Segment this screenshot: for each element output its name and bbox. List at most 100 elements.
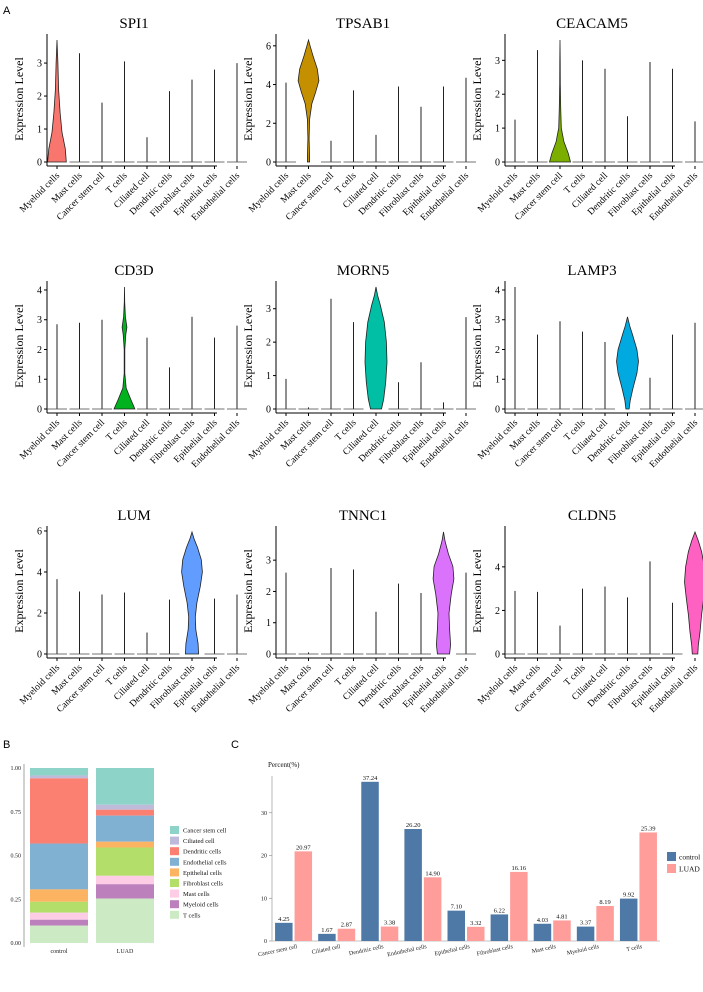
b-segment-control-fibroblast-cells xyxy=(30,901,88,913)
c-bar-control-endothelial-cells xyxy=(404,828,422,941)
c-x-label-t-cells: T cells xyxy=(626,944,644,953)
c-bar-control-epithelial-cells xyxy=(447,910,465,941)
c-bar-value-luad-ciliated-cell: 2.87 xyxy=(341,922,353,929)
c-bar-luad-myeloid-cells xyxy=(596,905,614,941)
b-segment-luad-endothelial-cells xyxy=(96,815,154,842)
b-segment-control-cancer-stem-cell xyxy=(30,768,88,776)
y-tick-label-lum: 2 xyxy=(37,608,42,619)
b-y-tick-label: 0.75 xyxy=(11,810,22,816)
y-tick-label-tpsab1: 0 xyxy=(266,158,271,169)
c-bar-value-luad-t-cells: 25.39 xyxy=(641,825,656,832)
c-x-label-ciliated-cell: Ciliated cell xyxy=(311,944,341,956)
c-x-label-cancer-stem-cell: Cancer stem cell xyxy=(258,944,299,958)
c-bar-luad-epithelial-cells xyxy=(467,926,485,941)
b-segment-control-myeloid-cells xyxy=(30,919,88,926)
c-bar-value-luad-dendritic-cells: 3.38 xyxy=(384,920,395,927)
b-segment-control-endothelial-cells xyxy=(30,843,88,890)
b-legend-label-epithelial-cells: Epithelial cells xyxy=(183,870,222,877)
y-tick-label-spi1: 3 xyxy=(37,59,42,70)
b-segment-control-mast-cells xyxy=(30,912,88,920)
c-bar-control-t-cells xyxy=(619,898,638,941)
y-tick-label-spi1: 2 xyxy=(37,92,42,103)
c-x-label-mast-cells: Mast cells xyxy=(531,944,557,955)
c-bar-value-control-fibroblast-cells: 6.22 xyxy=(494,907,505,914)
violin-title-tpsab1: TPSAB1 xyxy=(336,16,390,32)
y-tick-label-cd3d: 3 xyxy=(37,315,42,326)
c-legend-label-control: control xyxy=(679,853,700,862)
c-bar-value-luad-fibroblast-cells: 16.16 xyxy=(512,865,527,872)
y-tick-label-cd3d: 2 xyxy=(37,345,42,356)
y-tick-label-lum: 0 xyxy=(37,650,42,661)
c-y-tick-label: 30 xyxy=(261,811,267,817)
b-x-label-luad: LUAD xyxy=(117,949,134,955)
c-bar-value-luad-myeloid-cells: 8.19 xyxy=(599,899,610,906)
b-segment-luad-epithelial-cells xyxy=(96,841,154,848)
c-y-axis-label: Percent(%) xyxy=(268,761,300,769)
b-x-label-control: control xyxy=(51,949,68,955)
violin-title-spi1: SPI1 xyxy=(119,16,148,32)
y-tick-label-spi1: 1 xyxy=(37,125,42,136)
b-segment-control-dendritic-cells xyxy=(30,778,88,844)
violin-title-lum: LUM xyxy=(117,508,150,524)
c-bar-value-control-endothelial-cells: 26.20 xyxy=(406,822,421,829)
y-tick-label-lamp3: 4 xyxy=(495,285,500,296)
y-tick-label-lamp3: 2 xyxy=(495,345,500,356)
y-tick-label-tpsab1: 2 xyxy=(266,119,271,130)
y-tick-label-cd3d: 0 xyxy=(37,405,42,416)
y-tick-label-tpsab1: 4 xyxy=(266,80,271,91)
b-segment-luad-ciliated-cell xyxy=(96,804,154,810)
c-bar-value-control-dendritic-cells: 37.24 xyxy=(363,775,378,782)
c-bar-luad-ciliated-cell xyxy=(337,928,356,941)
c-bar-value-luad-epithelial-cells: 3.32 xyxy=(470,920,481,927)
b-legend-label-mast-cells: Mast cells xyxy=(183,891,210,898)
y-axis-label-tpsab1: Expression Level xyxy=(241,57,255,141)
b-segment-control-ciliated-cell xyxy=(30,775,88,779)
b-y-tick-label: 0.25 xyxy=(11,897,22,903)
violin-cd3d-t-cells xyxy=(113,286,136,410)
y-tick-label-lamp3: 0 xyxy=(495,405,500,416)
violin-title-morn5: MORN5 xyxy=(337,263,390,279)
c-x-label-epithelial-cells: Epithelial cells xyxy=(434,944,471,957)
b-legend-swatch-fibroblast-cells xyxy=(170,879,179,887)
c-bar-value-control-cancer-stem-cell: 4.25 xyxy=(278,916,289,923)
y-axis-label-tnnc1: Expression Level xyxy=(241,549,255,633)
panel-b-stacked-bar: 0.00 0.25 0.50 0.75 1.00 control LUAD Cancer st… xyxy=(11,764,227,955)
violin-morn5-ciliated-cell xyxy=(364,286,388,410)
c-bar-value-control-ciliated-cell: 1.67 xyxy=(321,927,333,934)
c-bar-value-control-mast-cells: 4.03 xyxy=(537,917,548,924)
y-axis-label-lum: Expression Level xyxy=(12,549,26,633)
violin-lum-fibroblast-cells xyxy=(181,530,203,655)
c-bar-control-mast-cells xyxy=(533,923,552,941)
b-segment-luad-mast-cells xyxy=(96,875,154,885)
y-tick-label-ceacam5: 3 xyxy=(495,56,500,67)
b-legend-label-endothelial-cells: Endothelial cells xyxy=(183,859,227,866)
y-tick-label-ceacam5: 0 xyxy=(495,158,500,169)
y-tick-label-tpsab1: 6 xyxy=(266,41,271,52)
y-tick-label-lum: 6 xyxy=(37,526,42,537)
y-tick-label-lum: 4 xyxy=(37,567,42,578)
c-bar-control-ciliated-cell xyxy=(318,933,336,941)
c-bar-value-luad-mast-cells: 4.81 xyxy=(556,913,567,920)
y-tick-label-tnnc1: 0 xyxy=(266,650,271,661)
c-bar-luad-cancer-stem-cell xyxy=(294,851,313,941)
panel-c-grouped-bar: Percent(%) 0 10 20 30 4.25 20.97 Cancer stem ce… xyxy=(258,761,701,958)
b-legend-label-ciliated-cell: Ciliated cell xyxy=(183,838,215,845)
panel-b-label: B xyxy=(3,739,10,751)
c-bar-luad-dendritic-cells xyxy=(380,926,399,941)
y-axis-label-spi1: Expression Level xyxy=(12,57,26,141)
y-tick-label-cldn5: 4 xyxy=(495,562,500,573)
c-bar-control-dendritic-cells xyxy=(361,781,379,941)
violin-ceacam5-cancer-stem-cell xyxy=(548,39,572,163)
b-segment-control-epithelial-cells xyxy=(30,889,88,902)
b-legend-label-myeloid-cells: Myeloid cells xyxy=(183,902,219,909)
violin-title-cldn5: CLDN5 xyxy=(568,508,616,524)
y-tick-label-ceacam5: 2 xyxy=(495,90,500,101)
y-tick-label-tnnc1: 2 xyxy=(266,587,271,598)
violin-title-tnnc1: TNNC1 xyxy=(339,508,387,524)
b-segment-luad-myeloid-cells xyxy=(96,884,154,899)
panel-c-label: C xyxy=(231,739,239,751)
c-x-label-myeloid-cells: Myeloid cells xyxy=(566,944,600,957)
b-legend-swatch-t-cells xyxy=(170,910,179,919)
b-y-tick-label: 0.00 xyxy=(11,941,22,947)
